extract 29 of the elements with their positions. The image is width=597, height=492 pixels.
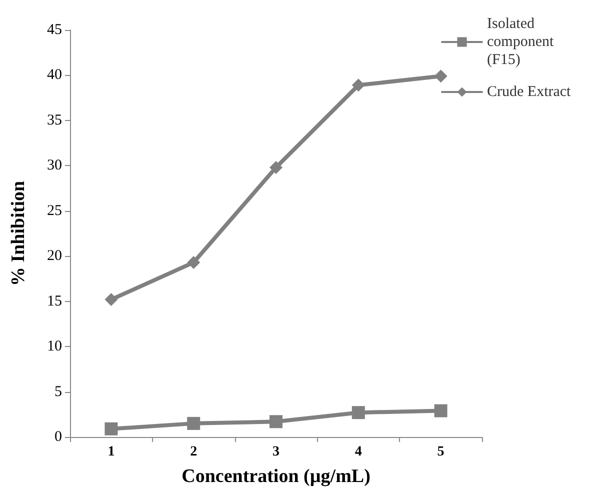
y-tick-label: 35: [47, 112, 62, 128]
legend-label: Isolated component (F15): [487, 16, 558, 68]
point: [352, 78, 365, 92]
y-tick-label: 10: [47, 338, 62, 355]
x-tick-label: 1: [108, 444, 115, 460]
y-tick-label: 30: [47, 158, 62, 174]
x-tick-label: 5: [437, 444, 444, 460]
x-axis-title: Concentration (µg/mL): [182, 466, 370, 487]
y-tick-label: 20: [47, 248, 62, 264]
point: [434, 404, 448, 418]
point: [104, 293, 118, 306]
y-tick-label: 0: [54, 429, 62, 445]
y-axis-title: % Inhibition: [8, 180, 29, 286]
point: [187, 416, 200, 430]
point: [187, 256, 200, 269]
y-tick-label: 25: [47, 202, 62, 219]
x-tick-label: 2: [190, 444, 198, 460]
point: [270, 415, 282, 428]
legend-label: Crude Extract: [487, 84, 572, 100]
x-tick-label: 3: [272, 444, 280, 460]
y-tick-label: 15: [47, 293, 62, 310]
point: [270, 160, 282, 174]
point: [104, 422, 118, 436]
point: [352, 406, 365, 420]
x-tick-label: 4: [354, 444, 362, 460]
y-tick-label: 40: [47, 67, 62, 84]
y-tick-label: 5: [54, 384, 62, 400]
point: [434, 70, 448, 83]
y-tick-label: 45: [47, 22, 62, 38]
